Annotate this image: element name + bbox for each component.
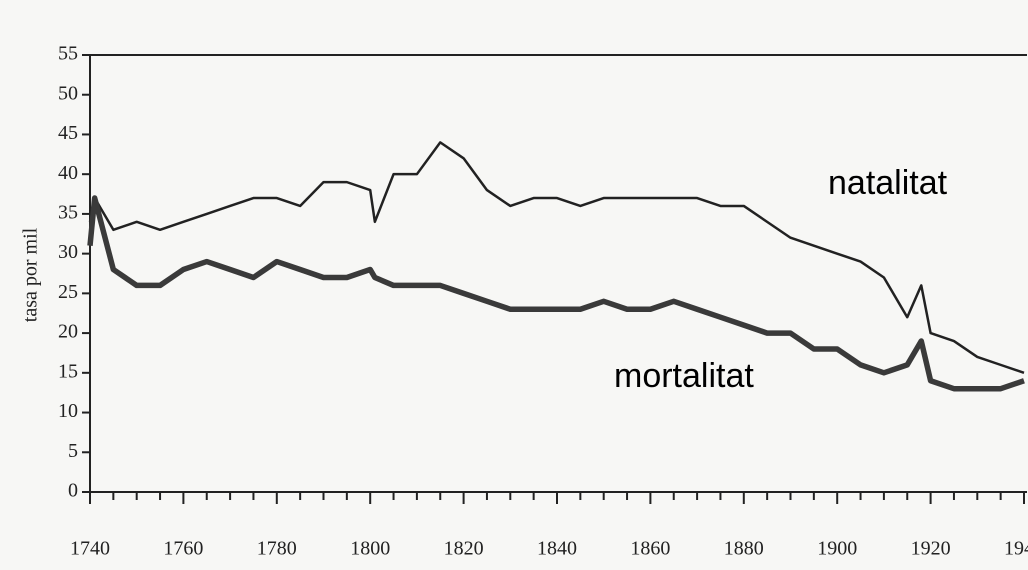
x-tick-label: 1940	[1004, 538, 1028, 560]
y-tick-label: 10	[58, 400, 78, 422]
y-tick-label: 35	[58, 202, 78, 224]
y-tick-label: 40	[58, 162, 78, 184]
y-tick-label: 20	[58, 321, 78, 343]
y-tick-label: 0	[68, 480, 78, 502]
y-tick-label: 15	[58, 360, 78, 382]
y-tick-label: 50	[58, 82, 78, 104]
y-tick-label: 55	[58, 43, 78, 65]
x-tick-label: 1780	[257, 538, 297, 560]
y-tick-label: 45	[58, 122, 78, 144]
x-tick-label: 1880	[724, 538, 764, 560]
x-tick-label: 1840	[537, 538, 577, 560]
series-label: natalitat	[828, 164, 948, 202]
y-tick-label: 5	[68, 440, 78, 462]
x-tick-label: 1740	[70, 538, 110, 560]
x-tick-label: 1920	[911, 538, 951, 560]
y-axis-label: tasa por mil	[20, 227, 42, 322]
y-tick-label: 25	[58, 281, 78, 303]
x-tick-label: 1800	[350, 538, 390, 560]
y-tick-label: 30	[58, 241, 78, 263]
x-tick-label: 1900	[817, 538, 857, 560]
series-line	[88, 141, 1025, 375]
x-tick-label: 1820	[444, 538, 484, 560]
series-label: mortalitat	[614, 357, 754, 395]
x-tick-label: 1760	[163, 538, 203, 560]
x-tick-label: 1860	[630, 538, 670, 560]
series-line	[87, 195, 1025, 392]
